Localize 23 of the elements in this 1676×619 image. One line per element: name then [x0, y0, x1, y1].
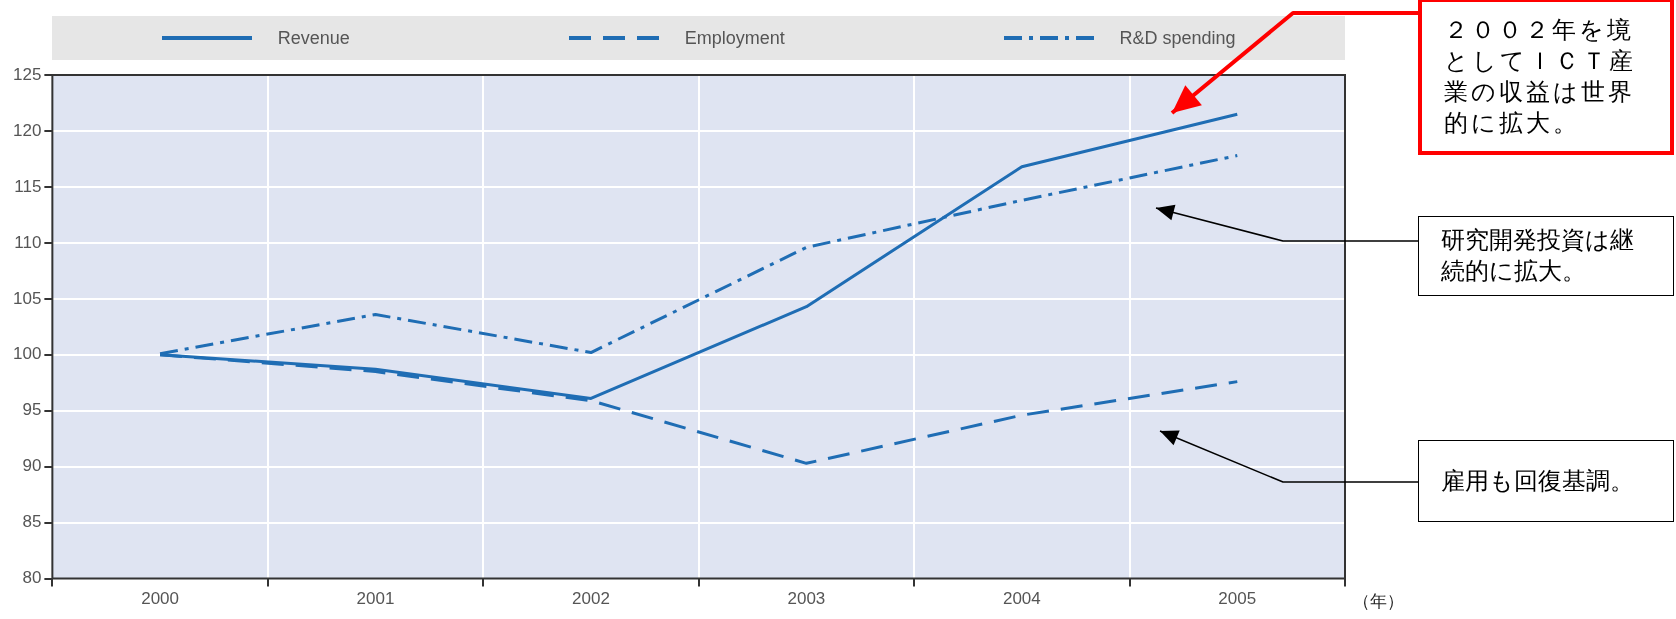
x-tick-label: 2001: [356, 589, 395, 609]
y-tick-label: 125: [12, 64, 42, 84]
x-tick-label: 2002: [572, 589, 610, 609]
x-tick-label: 2000: [141, 589, 179, 609]
x-tick-label: 2005: [1218, 589, 1257, 609]
y-tick-label: 110: [14, 232, 42, 252]
text: ２００２年を境としてＩＣＴ産業の収益は世界的に拡大。: [1444, 14, 1636, 139]
x-axis-title: （年）: [1353, 591, 1404, 612]
y-tick-label: 105: [12, 288, 42, 308]
legend-label: Employment: [684, 27, 785, 49]
x-tick-label: 2003: [787, 589, 826, 609]
y-tick-label: 100: [12, 344, 42, 364]
text: 研究開発投資は継続的に拡大。: [1441, 225, 1635, 287]
y-tick-label: 90: [22, 456, 42, 476]
text: 雇用も回復基調。: [1441, 465, 1635, 497]
y-tick-label: 115: [14, 176, 42, 196]
y-tick-label: 85: [22, 512, 42, 532]
x-tick-label: 2004: [1002, 589, 1041, 609]
y-tick-label: 120: [12, 120, 42, 140]
legend-label: Revenue: [277, 27, 350, 49]
legend-label: R&D spending: [1119, 27, 1236, 49]
y-tick-label: 80: [22, 568, 42, 588]
y-tick-label: 95: [22, 400, 42, 420]
